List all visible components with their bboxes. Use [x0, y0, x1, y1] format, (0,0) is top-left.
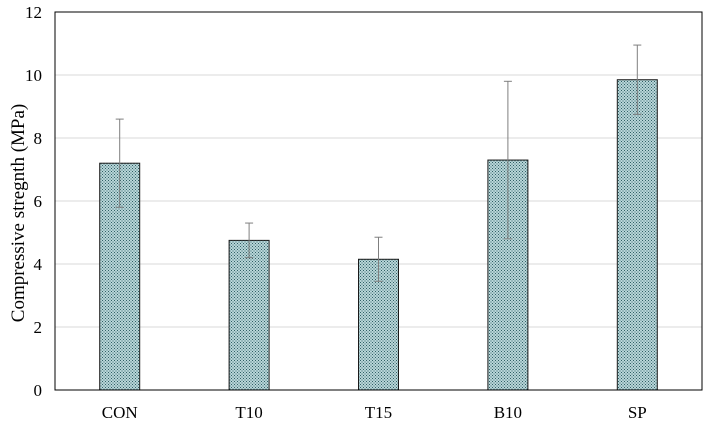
y-axis-title: Compressive stregnth (MPa) — [8, 104, 29, 322]
x-tick-label-con: CON — [102, 403, 138, 422]
y-tick-label-6: 6 — [34, 192, 43, 211]
y-tick-label-8: 8 — [34, 129, 43, 148]
bar-sp — [616, 79, 658, 391]
y-tick-label-10: 10 — [25, 66, 42, 85]
bar-t10 — [228, 239, 270, 391]
x-tick-labels: CON T10 T15 B10 SP — [102, 403, 647, 422]
x-tick-label-t15: T15 — [365, 403, 392, 422]
y-tick-label-0: 0 — [34, 381, 43, 400]
plot-area-frame — [54, 11, 703, 391]
gridlines — [55, 74, 702, 328]
bars — [99, 79, 658, 391]
y-tick-label-2: 2 — [34, 318, 43, 337]
x-tick-label-sp: SP — [628, 403, 647, 422]
y-tick-label-12: 12 — [25, 3, 42, 22]
y-tick-label-4: 4 — [34, 255, 43, 274]
y-tick-labels: 0 2 4 6 8 10 12 — [25, 3, 43, 400]
x-tick-label-b10: B10 — [494, 403, 522, 422]
error-bars — [115, 44, 642, 282]
x-tick-label-t10: T10 — [235, 403, 262, 422]
